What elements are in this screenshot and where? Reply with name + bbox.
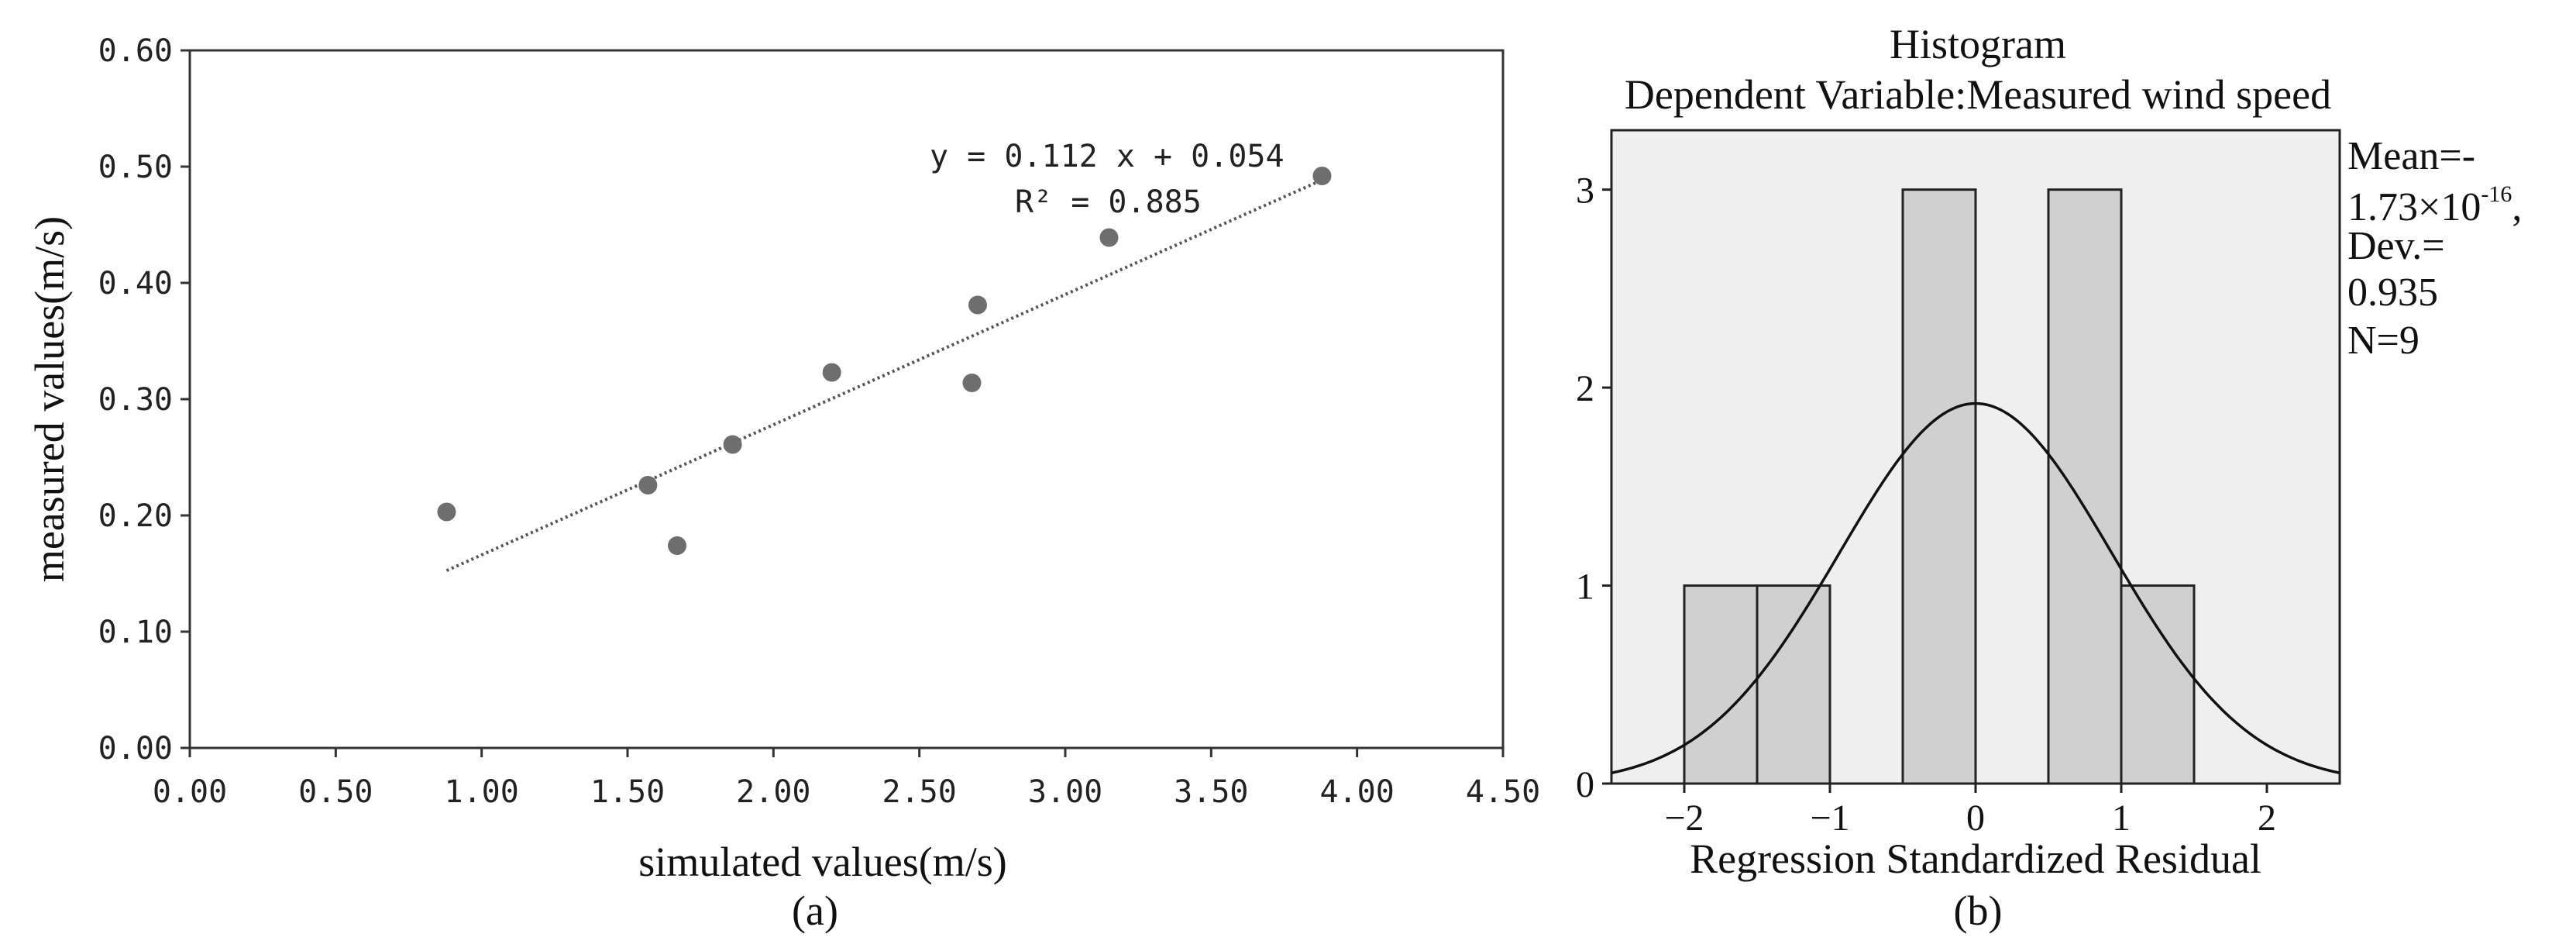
panel-label-a: (a) (792, 887, 838, 934)
histogram-x-axis-label: Regression Standardized Residual (1690, 836, 2261, 882)
scatter-y-tick-label: 0.60 (98, 33, 173, 69)
scatter-y-tick-label: 0.10 (98, 615, 173, 650)
scatter-x-tick-label: 2.50 (882, 774, 957, 810)
scatter-x-tick-label: 2.00 (736, 774, 810, 810)
trendline-equation: y = 0.112 x + 0.054 (930, 139, 1285, 174)
scatter-y-axis-label: measured values(m/s) (26, 216, 73, 582)
scatter-x-tick-label: 0.00 (153, 774, 227, 810)
scatter-y-tick-label: 0.20 (98, 498, 173, 534)
stat-n: N=9 (2347, 319, 2420, 363)
histogram-y-ticks: 0 1 2 3 (1576, 171, 1611, 805)
scatter-point (962, 374, 982, 392)
histogram-subtitle: Dependent Variable:Measured wind speed (1625, 71, 2331, 118)
histogram-bar (2120, 584, 2196, 785)
stat-mean-exponent: -16 (2481, 181, 2512, 207)
scatter-x-tick-label: 4.50 (1466, 774, 1540, 810)
scatter-point (968, 295, 987, 315)
histogram-bar (2047, 188, 2123, 785)
scatter-trendline (445, 178, 1323, 572)
histogram-x-ticks: −2 −1 0 1 2 (1664, 784, 2276, 839)
stat-dev-label: Dev.= (2347, 224, 2445, 268)
histogram-y-tick-label: 3 (1576, 171, 1594, 212)
panel-label-b: (b) (1954, 887, 2003, 934)
scatter-y-tick-label: 0.50 (98, 150, 173, 185)
histogram-y-tick-label: 1 (1576, 567, 1594, 608)
scatter-x-tick-label: 1.50 (590, 774, 665, 810)
scatter-plot-frame (188, 49, 1505, 749)
scatter-point (822, 363, 841, 382)
scatter-x-tick-label: 0.50 (298, 774, 373, 810)
histogram-stats: Mean=- 1.73×10-16, Dev.= 0.935 N=9 (2347, 134, 2522, 363)
scatter-x-tick-label: 3.50 (1174, 774, 1248, 810)
histogram-bars (1683, 188, 2196, 785)
normal-curve (1611, 401, 2340, 775)
scatter-x-ticks: 0.00 0.50 1.00 1.50 2.00 2.50 3.00 3.50 4.00 4.50 (153, 748, 1540, 810)
scatter-x-tick-label: 4.00 (1320, 774, 1395, 810)
histogram-title: Histogram (1890, 21, 2066, 67)
scatter-point (1099, 228, 1119, 247)
scatter-point (668, 536, 687, 555)
histogram-y-tick-label: 0 (1576, 764, 1594, 805)
histogram-x-tick-label: 0 (1966, 798, 1985, 839)
r-squared-label: R² = 0.885 (1015, 184, 1202, 220)
scatter-x-axis-label: simulated values(m/s) (638, 839, 1006, 885)
scatter-x-tick-label: 1.00 (445, 774, 519, 810)
stat-mean-mantissa: 1.73×10 (2347, 185, 2481, 229)
scatter-point (437, 502, 456, 522)
scatter-y-tick-label: 0.30 (98, 382, 173, 418)
histogram-x-tick-label: 2 (2258, 798, 2276, 839)
scatter-points (437, 167, 1332, 555)
histogram-bar (1683, 584, 1759, 785)
stat-mean-suffix: , (2512, 185, 2522, 229)
scatter-panel: 0.00 0.10 0.20 0.30 0.40 0.50 0.60 0.00 0.50 1.0… (26, 33, 1540, 934)
histogram-y-tick-label: 2 (1576, 368, 1594, 409)
stat-mean-label: Mean=- (2347, 134, 2475, 178)
scatter-point (1312, 167, 1332, 185)
histogram-x-tick-label: −2 (1664, 798, 1704, 839)
scatter-trendline-group (445, 178, 1323, 572)
stat-mean-value: 1.73×10-16, (2347, 181, 2522, 229)
scatter-y-ticks: 0.00 0.10 0.20 0.30 0.40 0.50 0.60 (98, 33, 190, 767)
histogram-bar (1756, 584, 1831, 785)
stat-dev-value: 0.935 (2347, 270, 2438, 315)
histogram-x-tick-label: 1 (2112, 798, 2131, 839)
scatter-point (723, 435, 742, 454)
histogram-x-tick-label: −1 (1810, 798, 1849, 839)
histogram-panel: Histogram Dependent Variable:Measured wi… (1576, 21, 2522, 934)
scatter-y-tick-label: 0.40 (98, 266, 173, 301)
scatter-point (638, 476, 658, 494)
scatter-y-tick-label: 0.00 (98, 731, 173, 767)
histogram-bar (1901, 188, 1977, 785)
scatter-x-tick-label: 3.00 (1028, 774, 1102, 810)
